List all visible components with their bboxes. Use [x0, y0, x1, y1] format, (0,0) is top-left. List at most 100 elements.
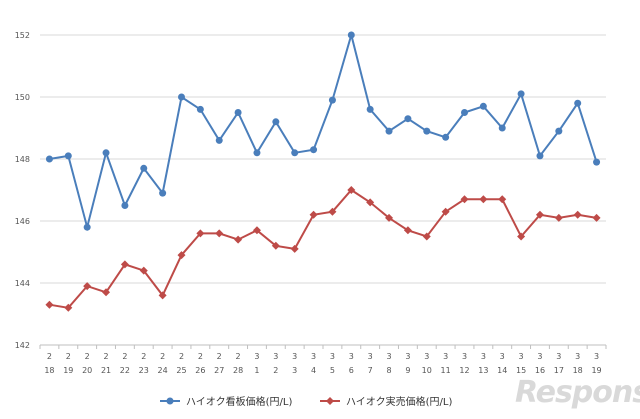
series-2-point [573, 210, 582, 219]
series-1-point [121, 202, 129, 209]
series-1-point [366, 105, 374, 113]
series-1-point [291, 149, 299, 157]
series-1-point [178, 93, 185, 101]
series-2-point [328, 207, 337, 216]
series-2-point [64, 303, 73, 312]
y-axis: 142 144 146 148 150 152 [15, 31, 30, 350]
x-tick-label-month: 3 [462, 352, 467, 361]
series-2-point [309, 210, 318, 219]
x-tick-label-day: 21 [101, 366, 111, 375]
x-tick-label-month: 3 [273, 352, 278, 361]
series-2-point [517, 232, 526, 241]
x-tick-label-month: 3 [575, 352, 580, 361]
series-1-point [140, 164, 148, 172]
series-1-point [593, 158, 601, 166]
x-tick-label-day: 1 [254, 366, 259, 375]
watermark-logo: Response. [515, 375, 640, 410]
series-1-point [253, 149, 261, 157]
x-tick-label-month: 3 [330, 352, 335, 361]
series-2-point [177, 251, 186, 260]
x-axis: 2182192202212222232242252262272283132333… [39, 344, 607, 375]
y-tick-label: 142 [15, 341, 30, 350]
x-tick-label-month: 3 [556, 352, 561, 361]
series-2-point [234, 235, 243, 244]
legend-swatch-marker [166, 397, 174, 405]
x-tick-label-month: 3 [349, 352, 354, 361]
series-1-line [49, 31, 598, 232]
series-1-point [385, 127, 393, 135]
x-tick-label-month: 3 [443, 352, 448, 361]
series-2-point [441, 207, 450, 216]
x-tick-label-day: 24 [158, 366, 168, 375]
x-tick-label-month: 2 [236, 352, 241, 361]
series-1-point [310, 146, 318, 154]
series-1-point [555, 127, 563, 135]
x-tick-label-month: 2 [179, 352, 184, 361]
series-1-point [574, 99, 582, 107]
series-2-point [422, 232, 431, 241]
series-2-point [366, 198, 375, 207]
series-1 [45, 31, 601, 232]
series-1-point [215, 136, 223, 144]
x-tick-label-day: 13 [478, 366, 488, 375]
x-tick-label-day: 4 [311, 366, 316, 375]
x-tick-label-month: 3 [481, 352, 486, 361]
series-1-point [83, 223, 91, 231]
x-tick-label-day: 3 [292, 366, 297, 375]
series-1-point [272, 118, 280, 126]
x-tick-label-day: 11 [441, 366, 451, 375]
x-tick-label-day: 22 [120, 366, 130, 375]
x-tick-label-day: 14 [497, 366, 507, 375]
x-tick-label-month: 2 [85, 352, 90, 361]
series-2-point [215, 229, 224, 238]
series-2-point [479, 195, 488, 204]
x-tick-label-month: 3 [311, 352, 316, 361]
x-tick-label-month: 3 [254, 352, 259, 361]
series-1-point [328, 96, 336, 104]
series-2-point [271, 241, 280, 250]
x-tick-label-day: 10 [422, 366, 432, 375]
series-1-point [234, 109, 242, 116]
series-2-point [45, 300, 54, 309]
x-tick-label-day: 17 [554, 366, 564, 375]
x-tick-label-day: 16 [535, 366, 545, 375]
series-1-point [64, 152, 72, 160]
x-tick-label-day: 6 [349, 366, 354, 375]
x-tick-label-day: 12 [459, 366, 469, 375]
gridlines [40, 34, 606, 346]
y-tick-label: 152 [15, 31, 30, 40]
x-tick-label-day: 5 [330, 366, 335, 375]
x-tick-label-month: 2 [122, 352, 127, 361]
x-tick-label-day: 28 [233, 366, 243, 375]
series-layer [45, 31, 601, 312]
series-2-point [139, 266, 148, 275]
series-2-point [498, 195, 507, 204]
x-tick-label-month: 3 [368, 352, 373, 361]
legend: ハイオク看板価格(円/L) ハイオク実売価格(円/L) [160, 395, 452, 408]
series-2-line [49, 188, 597, 309]
x-tick-label-day: 18 [44, 366, 54, 375]
series-2-point [158, 291, 167, 300]
x-tick-label-month: 3 [292, 352, 297, 361]
x-tick-label-day: 19 [591, 366, 601, 375]
y-tick-label: 146 [15, 217, 30, 226]
x-tick-label-month: 3 [500, 352, 505, 361]
x-tick-label-day: 18 [573, 366, 583, 375]
series-1-point [479, 102, 487, 110]
x-tick-label-day: 20 [82, 366, 92, 375]
x-tick-label-month: 2 [160, 352, 165, 361]
series-2-point [83, 282, 92, 291]
series-2-point [592, 213, 601, 222]
series-2 [45, 186, 601, 312]
x-tick-label-day: 8 [386, 366, 391, 375]
x-tick-label-month: 2 [198, 352, 203, 361]
series-1-point [442, 133, 450, 141]
series-2-point [554, 213, 563, 222]
x-tick-label-day: 19 [63, 366, 73, 375]
series-2-point [535, 210, 544, 219]
y-tick-label: 148 [15, 155, 30, 164]
series-1-point [404, 115, 412, 123]
series-2-point [102, 288, 111, 297]
x-tick-label-month: 3 [519, 352, 524, 361]
